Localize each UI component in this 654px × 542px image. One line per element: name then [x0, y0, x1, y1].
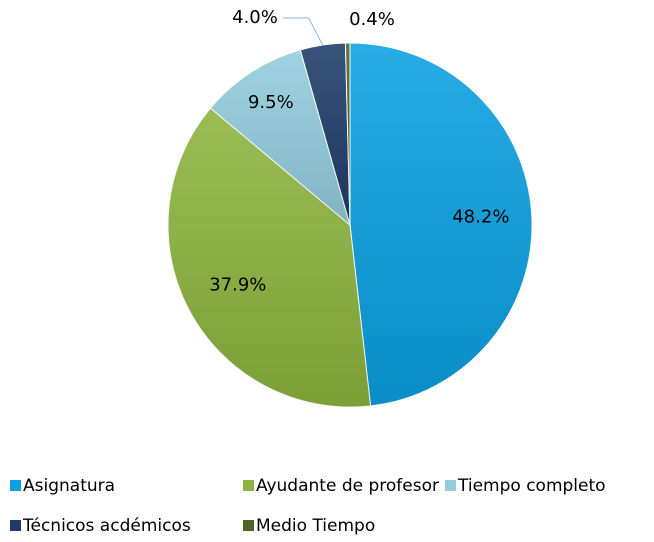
data-label: 9.5%: [248, 92, 294, 113]
slice-shade: [167, 108, 371, 407]
legend-label: Ayudante de profesor: [256, 476, 439, 496]
leader-line: [283, 17, 324, 46]
legend-label: Técnicos acdémicos: [22, 516, 191, 536]
legend-swatch: [243, 520, 254, 531]
legend-swatch: [243, 480, 254, 491]
data-label: 4.0%: [232, 7, 278, 28]
slice-shade: [350, 43, 532, 406]
data-label: 37.9%: [209, 274, 266, 295]
legend-swatch: [445, 480, 456, 491]
legend-swatch: [10, 480, 21, 491]
legend-label: Tiempo completo: [457, 476, 606, 496]
data-label: 48.2%: [452, 207, 509, 228]
legend-label: Medio Tiempo: [256, 516, 375, 536]
legend-swatch: [10, 520, 21, 531]
data-label: 0.4%: [349, 9, 395, 30]
slice-shade: [300, 43, 350, 225]
slice-shade: [345, 43, 350, 225]
slice-shade: [210, 49, 350, 225]
legend-label: Asignatura: [23, 476, 115, 496]
